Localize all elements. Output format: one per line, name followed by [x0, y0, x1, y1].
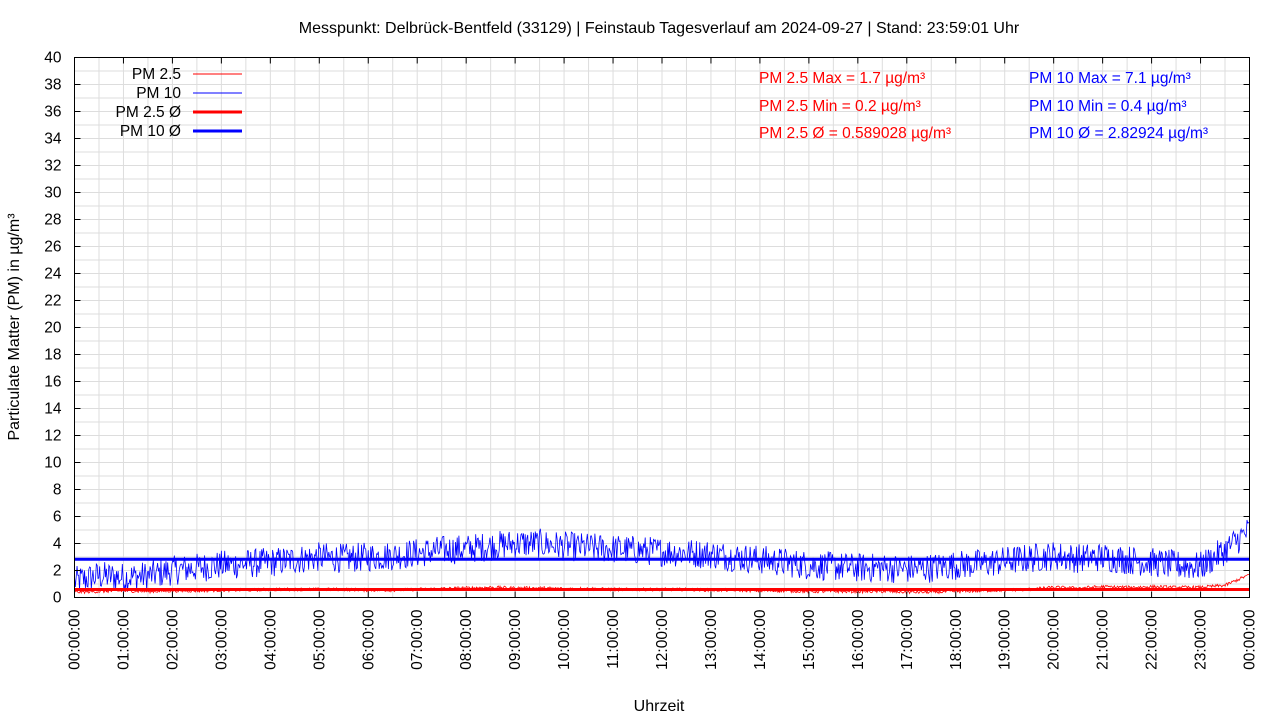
- stat-pm25-min: PM 2.5 Min = 0.2 µg/m³: [759, 98, 921, 115]
- stat-pm10-max: PM 10 Max = 7.1 µg/m³: [1029, 70, 1191, 87]
- x-tick-label: 01:00:00: [115, 609, 132, 670]
- y-tick-label: 32: [44, 158, 61, 175]
- stat-pm10-min: PM 10 Min = 0.4 µg/m³: [1029, 98, 1187, 115]
- statistics-annotations: PM 2.5 Max = 1.7 µg/m³ PM 2.5 Min = 0.2 …: [759, 70, 1208, 142]
- y-tick-label: 26: [44, 239, 61, 256]
- x-tick-label: 16:00:00: [850, 609, 867, 670]
- y-tick-label: 38: [44, 77, 61, 94]
- grid: [74, 57, 1250, 598]
- x-axis-label: Uhrzeit: [634, 698, 685, 715]
- x-tick-label: 23:00:00: [1193, 609, 1210, 670]
- x-tick-label: 06:00:00: [360, 609, 377, 670]
- y-tick-label: 34: [44, 131, 62, 148]
- x-tick-label: 13:00:00: [703, 609, 720, 670]
- stat-pm25-max: PM 2.5 Max = 1.7 µg/m³: [759, 70, 925, 87]
- y-tick-label: 36: [44, 104, 61, 121]
- x-tick-label: 00:00:00: [67, 609, 84, 670]
- y-tick-label: 2: [53, 563, 62, 580]
- x-tick-label: 09:00:00: [507, 609, 524, 670]
- y-tick-label: 20: [44, 320, 62, 337]
- x-tick-label: 11:00:00: [605, 609, 622, 669]
- legend-label-pm25: PM 2.5: [132, 66, 181, 83]
- x-tick-label: 03:00:00: [213, 609, 230, 670]
- y-tick-label: 10: [44, 455, 62, 472]
- x-tick-label: 18:00:00: [948, 609, 965, 670]
- x-tick-label: 05:00:00: [311, 609, 328, 670]
- x-tick-label: 17:00:00: [899, 609, 916, 670]
- y-tick-label: 16: [44, 374, 61, 391]
- stat-pm10-avg: PM 10 Ø = 2.82924 µg/m³: [1029, 125, 1208, 142]
- y-tick-label: 0: [53, 590, 62, 607]
- y-tick-label: 6: [53, 509, 62, 526]
- y-axis-label: Particulate Matter (PM) in µg/m³: [6, 213, 23, 441]
- x-tick-label: 15:00:00: [801, 609, 818, 670]
- y-tick-label: 28: [44, 212, 61, 229]
- x-tick-label: 19:00:00: [997, 609, 1014, 670]
- legend-label-pm10-avg: PM 10 Ø: [120, 123, 181, 140]
- chart-title: Messpunkt: Delbrück-Bentfeld (33129) | F…: [299, 20, 1020, 37]
- legend-label-pm25-avg: PM 2.5 Ø: [116, 104, 181, 121]
- x-tick-label: 14:00:00: [752, 609, 769, 670]
- x-tick-label: 02:00:00: [164, 609, 181, 670]
- y-tick-label: 8: [53, 482, 62, 499]
- y-tick-label: 24: [44, 266, 62, 283]
- legend-label-pm10: PM 10: [136, 85, 181, 102]
- x-tick-label: 07:00:00: [409, 609, 426, 670]
- plot-lines: [74, 519, 1250, 595]
- x-tick-label: 21:00:00: [1095, 609, 1112, 670]
- stat-pm25-avg: PM 2.5 Ø = 0.589028 µg/m³: [759, 125, 951, 142]
- y-tick-label: 18: [44, 347, 61, 364]
- y-tick-label: 30: [44, 185, 62, 202]
- x-tick-label: 12:00:00: [654, 609, 671, 670]
- x-axis-ticks: 00:00:00 01:00:00 02:00:00 03:00:00 04:00:00…: [67, 57, 1259, 670]
- y-tick-label: 4: [53, 536, 62, 553]
- y-tick-label: 14: [44, 401, 62, 418]
- x-tick-label: 10:00:00: [556, 609, 573, 670]
- y-tick-label: 22: [44, 293, 61, 310]
- x-tick-label: 20:00:00: [1046, 609, 1063, 670]
- y-tick-label: 12: [44, 428, 61, 445]
- legend: PM 2.5 PM 10 PM 2.5 Ø PM 10 Ø: [116, 66, 242, 140]
- x-tick-label: 04:00:00: [262, 609, 279, 670]
- x-tick-label: 08:00:00: [458, 609, 475, 670]
- x-tick-label: 22:00:00: [1144, 609, 1161, 670]
- y-tick-label: 40: [44, 50, 62, 67]
- x-tick-label: 00:00:00: [1242, 609, 1259, 670]
